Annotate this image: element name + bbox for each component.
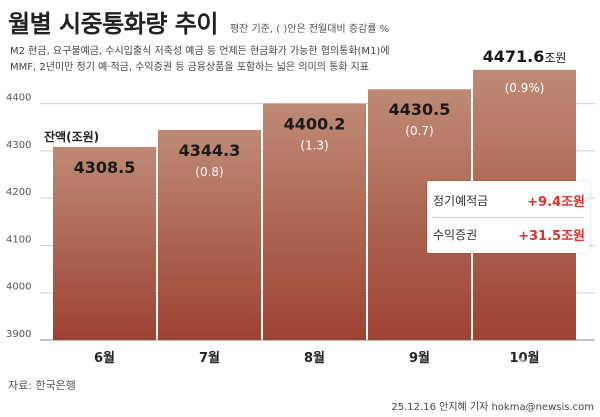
change-callout: 정기예적금 +9.4조원 수익증권 +31.5조원 bbox=[427, 181, 590, 253]
callout-value: +31.5조원 bbox=[518, 228, 585, 244]
category-label: 7월 bbox=[199, 350, 220, 366]
y-axis-label: 잔액(조원) bbox=[44, 129, 99, 144]
change-label: (1.3) bbox=[300, 139, 328, 153]
category-label: 8월 bbox=[304, 350, 325, 366]
category-label: 9월 bbox=[409, 350, 430, 366]
value-label: 4308.5 bbox=[74, 158, 136, 177]
chart-title: 월별 시중통화량 추이 bbox=[8, 10, 218, 38]
category-label: 6월 bbox=[94, 350, 115, 366]
change-label: (0.9%) bbox=[505, 81, 545, 95]
callout-label: 수익증권 bbox=[433, 227, 478, 242]
title-row: 월별 시중통화량 추이 평잔 기준, ( )안은 전월대비 증감률 % bbox=[8, 4, 389, 40]
source-note: 자료: 한국은행 bbox=[8, 379, 76, 392]
value-label: 4430.5 bbox=[389, 100, 451, 119]
y-tick-label: 3900 bbox=[6, 329, 31, 340]
callout-value: +9.4조원 bbox=[527, 194, 585, 210]
bar bbox=[263, 103, 366, 341]
callout-row-deposits: 정기예적금 +9.4조원 bbox=[433, 189, 585, 211]
change-label: (0.7) bbox=[405, 124, 433, 138]
y-tick-label: 4100 bbox=[6, 234, 31, 245]
description-line: M2 현금, 요구불예금, 수시입출식 저축성 예금 등 언제든 현금화가 가능… bbox=[10, 46, 390, 57]
y-tick-label: 4200 bbox=[6, 187, 31, 198]
description-line: MMF, 2년미만 정기 예·적금, 수익증권 등 금융상품을 포함하는 넓은 … bbox=[10, 62, 370, 73]
value-label: 4471.6조원 bbox=[483, 47, 567, 66]
bar bbox=[53, 146, 156, 340]
callout-label: 정기예적금 bbox=[433, 193, 489, 208]
chart-subtitle: 평잔 기준, ( )안은 전월대비 증감률 % bbox=[229, 24, 390, 35]
value-label: 4344.3 bbox=[179, 141, 241, 160]
y-tick-label: 4400 bbox=[6, 93, 31, 104]
description: M2 현금, 요구불예금, 수시입출식 저축성 예금 등 언제든 현금화가 가능… bbox=[10, 44, 430, 76]
watermark-logo: 뉴시스 bbox=[430, 352, 542, 401]
change-label: (0.8) bbox=[195, 165, 223, 179]
category-label: 10월 bbox=[509, 350, 539, 366]
callout-row-securities: 수익증권 +31.5조원 bbox=[433, 223, 585, 245]
y-tick-label: 4000 bbox=[6, 282, 31, 293]
value-label: 4400.2 bbox=[284, 115, 346, 134]
y-tick-label: 4300 bbox=[6, 140, 31, 151]
bar bbox=[158, 129, 261, 340]
callout-divider bbox=[433, 217, 584, 218]
credit-line: 25.12.16 안지혜 기자 hokma@newsis.com bbox=[391, 402, 594, 413]
